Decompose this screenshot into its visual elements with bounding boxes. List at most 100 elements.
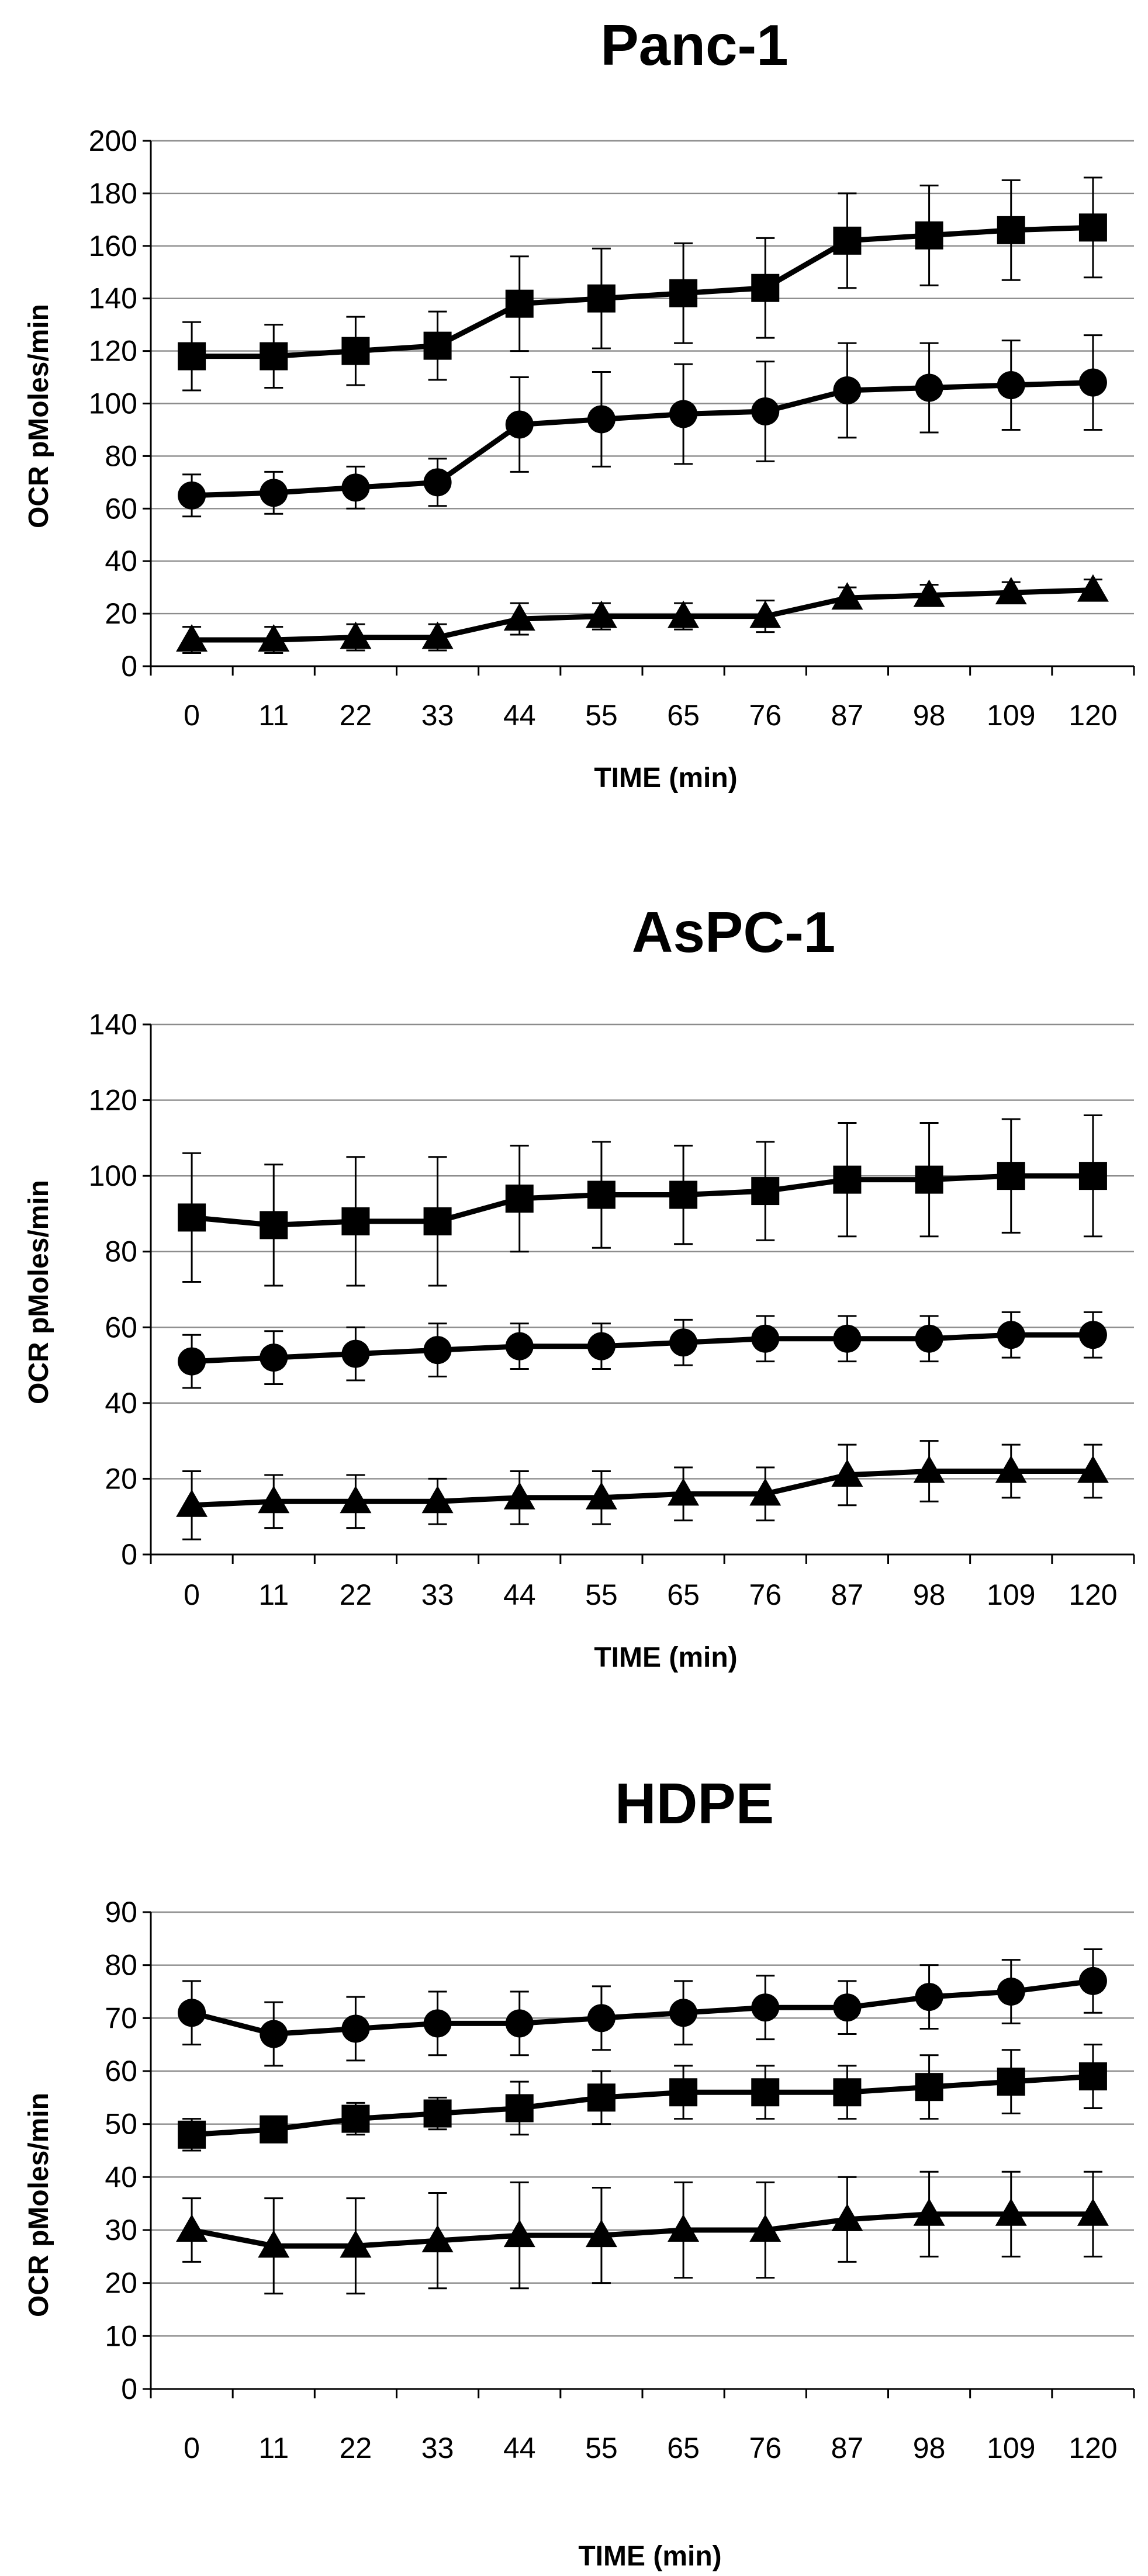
x-tick-label: 11 xyxy=(258,699,289,732)
data-point-square xyxy=(751,273,780,302)
x-tick-label: 0 xyxy=(184,2432,200,2464)
data-point-square xyxy=(260,342,288,371)
x-tick-label: 55 xyxy=(585,1578,618,1611)
data-point-triangle xyxy=(831,2203,863,2231)
data-point-triangle xyxy=(258,1486,290,1514)
x-tick-label: 98 xyxy=(913,699,946,732)
x-tick-label: 109 xyxy=(987,2432,1035,2464)
series-circle xyxy=(178,1311,1107,1389)
data-point-triangle xyxy=(1077,1455,1109,1483)
data-point-circle xyxy=(915,373,943,402)
x-tick-label: 33 xyxy=(421,1578,454,1611)
y-tick-label: 200 xyxy=(89,124,137,157)
plot-series xyxy=(176,1114,1109,1540)
data-point-triangle xyxy=(831,582,863,610)
data-point-triangle xyxy=(913,2198,945,2226)
data-point-square xyxy=(505,1185,534,1213)
series-line xyxy=(192,224,1094,359)
data-point-triangle xyxy=(1077,2198,1109,2226)
x-tick-label: 87 xyxy=(831,2432,864,2464)
chart-panc-1: Panc-1 0 20 40 60 80 100 120 140 160 180 200 0 11 22… xyxy=(23,13,1135,794)
y-tick-label: 20 xyxy=(105,2267,137,2300)
y-tick-label: 60 xyxy=(105,2055,137,2087)
x-axis-ticks: 0 11 22 33 44 55 65 76 87 98 109 120 xyxy=(150,2388,1135,2464)
data-point-circle xyxy=(423,2009,452,2038)
data-point-square xyxy=(833,1165,862,1194)
y-tick-label: 0 xyxy=(121,1538,137,1571)
data-point-triangle xyxy=(585,2220,617,2248)
data-point-triangle xyxy=(749,600,782,628)
data-point-triangle xyxy=(421,621,454,649)
data-point-triangle xyxy=(1077,574,1109,602)
data-point-square xyxy=(751,1177,780,1206)
data-point-square xyxy=(997,216,1025,244)
x-tick-label: 109 xyxy=(987,1578,1035,1611)
y-tick-label: 20 xyxy=(105,597,137,630)
data-point-square xyxy=(833,2078,862,2107)
x-tick-label: 76 xyxy=(749,2432,782,2464)
y-tick-label: 10 xyxy=(105,2319,137,2352)
y-tick-label: 140 xyxy=(89,1008,137,1041)
y-tick-label: 0 xyxy=(121,2373,137,2405)
series-line xyxy=(191,2073,1094,2138)
y-tick-label: 80 xyxy=(105,1235,137,1268)
series-line xyxy=(191,1469,1093,1508)
series-square xyxy=(178,1114,1107,1287)
data-point-circle xyxy=(751,1993,780,2022)
x-tick-label: 98 xyxy=(913,2432,946,2464)
data-point-square xyxy=(1078,2062,1107,2091)
data-point-triangle xyxy=(668,1478,700,1506)
data-point-triangle xyxy=(749,2214,782,2242)
y-tick-label: 40 xyxy=(105,1387,137,1419)
x-tick-label: 120 xyxy=(1069,2432,1117,2464)
data-point-circle xyxy=(587,405,616,434)
x-tick-label: 44 xyxy=(503,1578,536,1611)
data-point-circle xyxy=(669,400,698,428)
y-tick-label: 120 xyxy=(89,1084,137,1117)
data-point-circle xyxy=(260,1344,288,1372)
y-tick-label: 20 xyxy=(105,1462,137,1495)
series-line xyxy=(191,1332,1093,1365)
data-point-circle xyxy=(505,2009,534,2038)
data-point-square xyxy=(915,2073,943,2101)
y-tick-label: 0 xyxy=(121,650,137,683)
data-point-circle xyxy=(178,1347,206,1376)
data-point-triangle xyxy=(995,1455,1027,1483)
data-point-triangle xyxy=(340,1486,372,1514)
data-point-triangle xyxy=(258,624,290,652)
data-point-circle xyxy=(833,1993,862,2022)
data-point-circle xyxy=(178,1999,206,2027)
y-axis-label: OCR pMoles/min xyxy=(23,1180,54,1404)
data-point-circle xyxy=(341,1339,370,1368)
x-tick-label: 22 xyxy=(340,699,372,732)
data-point-circle xyxy=(341,473,370,502)
data-point-triangle xyxy=(421,2225,454,2253)
data-point-triangle xyxy=(340,621,372,649)
data-point-square xyxy=(423,2099,452,2128)
data-point-triangle xyxy=(421,1486,454,1514)
data-point-circle xyxy=(1078,1321,1107,1349)
series-triangle xyxy=(176,2170,1109,2295)
data-point-square xyxy=(260,1211,288,1239)
x-axis-label: TIME (min) xyxy=(594,763,737,794)
x-tick-label: 55 xyxy=(585,699,618,732)
data-point-square xyxy=(587,1180,616,1209)
data-point-triangle xyxy=(503,603,535,631)
x-tick-label: 0 xyxy=(184,1578,200,1611)
data-point-circle xyxy=(669,1999,698,2027)
data-point-square xyxy=(423,1207,452,1235)
data-point-square xyxy=(915,1165,943,1194)
data-point-circle xyxy=(423,468,452,497)
y-tick-label: 70 xyxy=(105,2002,137,2034)
y-axis-grid-and-ticks: 0 20 40 60 80 100 120 140 xyxy=(89,1008,1134,1571)
y-tick-label: 80 xyxy=(105,439,137,472)
x-tick-label: 0 xyxy=(184,699,200,732)
x-axis-label: TIME (min) xyxy=(578,2541,721,2572)
chart-hdpe: HDPE 0 10 20 30 40 50 60 70 80 90 0 11 22 33 44 55 65 76… xyxy=(23,1771,1135,2572)
data-point-triangle xyxy=(176,1489,208,1517)
data-point-triangle xyxy=(668,2214,700,2242)
y-tick-label: 100 xyxy=(89,1159,137,1192)
data-point-square xyxy=(669,2078,698,2107)
data-point-circle xyxy=(915,1324,943,1353)
